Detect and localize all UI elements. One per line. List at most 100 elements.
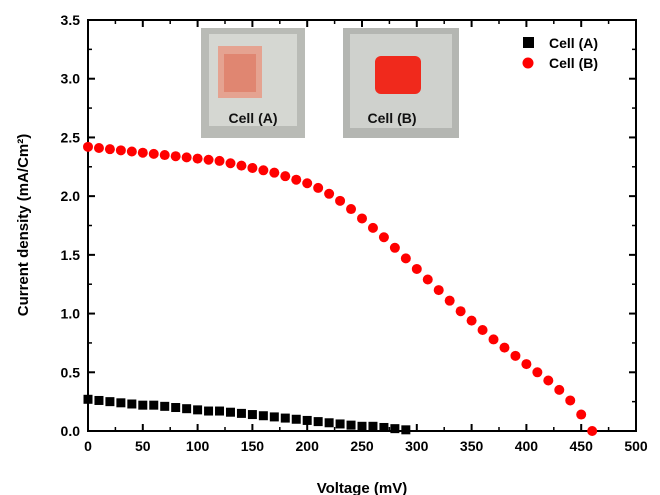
series-cell-a [83, 394, 411, 435]
data-point-cell-b [115, 145, 126, 156]
data-point-cell-b [269, 167, 280, 178]
data-point-cell-b [576, 409, 587, 420]
data-point-cell-a [193, 405, 203, 415]
data-point-cell-b [433, 285, 444, 296]
data-point-cell-b [466, 315, 477, 326]
inset-b-film [375, 56, 421, 94]
data-point-cell-a [302, 415, 312, 425]
data-point-cell-b [137, 147, 148, 158]
y-tick-label: 0.5 [61, 364, 81, 380]
data-point-cell-b [159, 150, 170, 161]
data-point-cell-b [247, 162, 258, 173]
data-point-cell-b [378, 232, 389, 243]
x-tick-label: 250 [350, 438, 374, 454]
data-point-cell-b [148, 148, 159, 159]
y-tick-label: 0.0 [61, 423, 81, 439]
inset-a-film-core [224, 54, 256, 92]
data-point-cell-a [324, 418, 334, 428]
data-point-cell-b [170, 151, 181, 162]
data-point-cell-a [236, 408, 246, 418]
data-point-cell-a [313, 417, 323, 427]
data-point-cell-b [400, 253, 411, 264]
legend: Cell (A) Cell (B) [522, 35, 598, 71]
x-tick-label: 50 [135, 438, 151, 454]
data-point-cell-a [335, 419, 345, 429]
data-point-cell-b [587, 426, 598, 436]
data-point-cell-a [127, 399, 137, 409]
data-point-cell-b [389, 242, 400, 253]
data-point-cell-a [368, 421, 378, 431]
y-tick-label: 3.0 [61, 71, 81, 87]
x-tick-label: 200 [296, 438, 320, 454]
x-tick-label: 100 [186, 438, 210, 454]
data-point-cell-b [477, 325, 488, 336]
y-tick-label: 2.5 [61, 129, 81, 145]
inset-photo-cell-a: Cell (A) [201, 28, 305, 138]
x-tick-label: 350 [460, 438, 484, 454]
data-point-cell-b [192, 153, 203, 164]
data-point-cell-a [291, 414, 301, 424]
data-point-cell-b [181, 152, 192, 163]
series-cell-b [83, 141, 598, 436]
data-point-cell-a [138, 400, 148, 410]
data-point-cell-b [83, 141, 93, 152]
data-point-cell-b [225, 158, 236, 169]
x-tick-label: 300 [405, 438, 429, 454]
data-point-cell-a [160, 401, 170, 411]
data-point-cell-b [488, 334, 499, 345]
data-point-cell-b [554, 384, 565, 395]
data-point-cell-b [214, 155, 225, 166]
data-point-cell-a [105, 397, 115, 407]
inset-a-label: Cell (A) [229, 110, 278, 126]
data-point-cell-b [346, 204, 357, 215]
data-point-cell-b [411, 263, 422, 274]
data-point-cell-b [335, 195, 346, 206]
data-point-cell-b [444, 295, 455, 306]
x-axis-title: Voltage (mV) [317, 480, 408, 495]
data-point-cell-a [94, 395, 104, 405]
data-point-cell-a [83, 394, 93, 404]
data-point-cell-a [346, 420, 356, 430]
data-point-cell-b [543, 375, 554, 386]
data-point-cell-b [532, 367, 543, 378]
y-tick-label: 3.5 [61, 12, 81, 28]
data-point-cell-a [401, 425, 411, 435]
inset-b-label: Cell (B) [368, 110, 417, 126]
data-point-cell-a [390, 424, 400, 434]
data-point-cell-b [521, 359, 532, 370]
data-point-cell-a [357, 421, 367, 431]
data-point-cell-a [269, 412, 279, 422]
data-point-cell-b [510, 350, 521, 361]
axis-ticks: 0 50 100 150 200 250 300 350 400 450 500 0.0 0.5 1.0 1… [61, 12, 648, 454]
data-point-cell-b [324, 188, 335, 199]
data-point-cell-a [182, 404, 192, 414]
data-point-cell-b [455, 306, 466, 317]
y-tick-label: 1.5 [61, 247, 81, 263]
data-point-cell-b [302, 178, 313, 189]
data-point-cell-b [126, 146, 137, 157]
data-point-cell-a [171, 403, 181, 413]
data-point-cell-b [357, 213, 367, 224]
inset-photo-cell-b: Cell (B) [343, 28, 459, 138]
data-point-cell-b [280, 171, 291, 182]
x-tick-label: 400 [515, 438, 539, 454]
x-tick-label: 450 [570, 438, 594, 454]
data-point-cell-a [215, 406, 225, 416]
data-point-cell-a [247, 410, 257, 420]
data-point-cell-b [422, 274, 433, 285]
y-axis-title: Current density (mA/Cm²) [15, 134, 32, 317]
legend-marker-cell-a [523, 37, 534, 48]
data-point-cell-a [379, 422, 389, 432]
data-point-cell-b [313, 182, 324, 193]
data-point-cell-b [367, 222, 378, 233]
legend-marker-cell-b [522, 57, 534, 69]
data-point-cell-b [565, 395, 576, 406]
legend-label-cell-a: Cell (A) [549, 35, 598, 51]
data-point-cell-a [258, 411, 268, 421]
data-point-cell-b [236, 160, 247, 171]
data-point-cell-b [291, 174, 302, 185]
data-point-cell-b [203, 154, 214, 165]
data-series [83, 141, 598, 436]
x-tick-label: 500 [624, 438, 648, 454]
data-point-cell-b [258, 165, 269, 176]
